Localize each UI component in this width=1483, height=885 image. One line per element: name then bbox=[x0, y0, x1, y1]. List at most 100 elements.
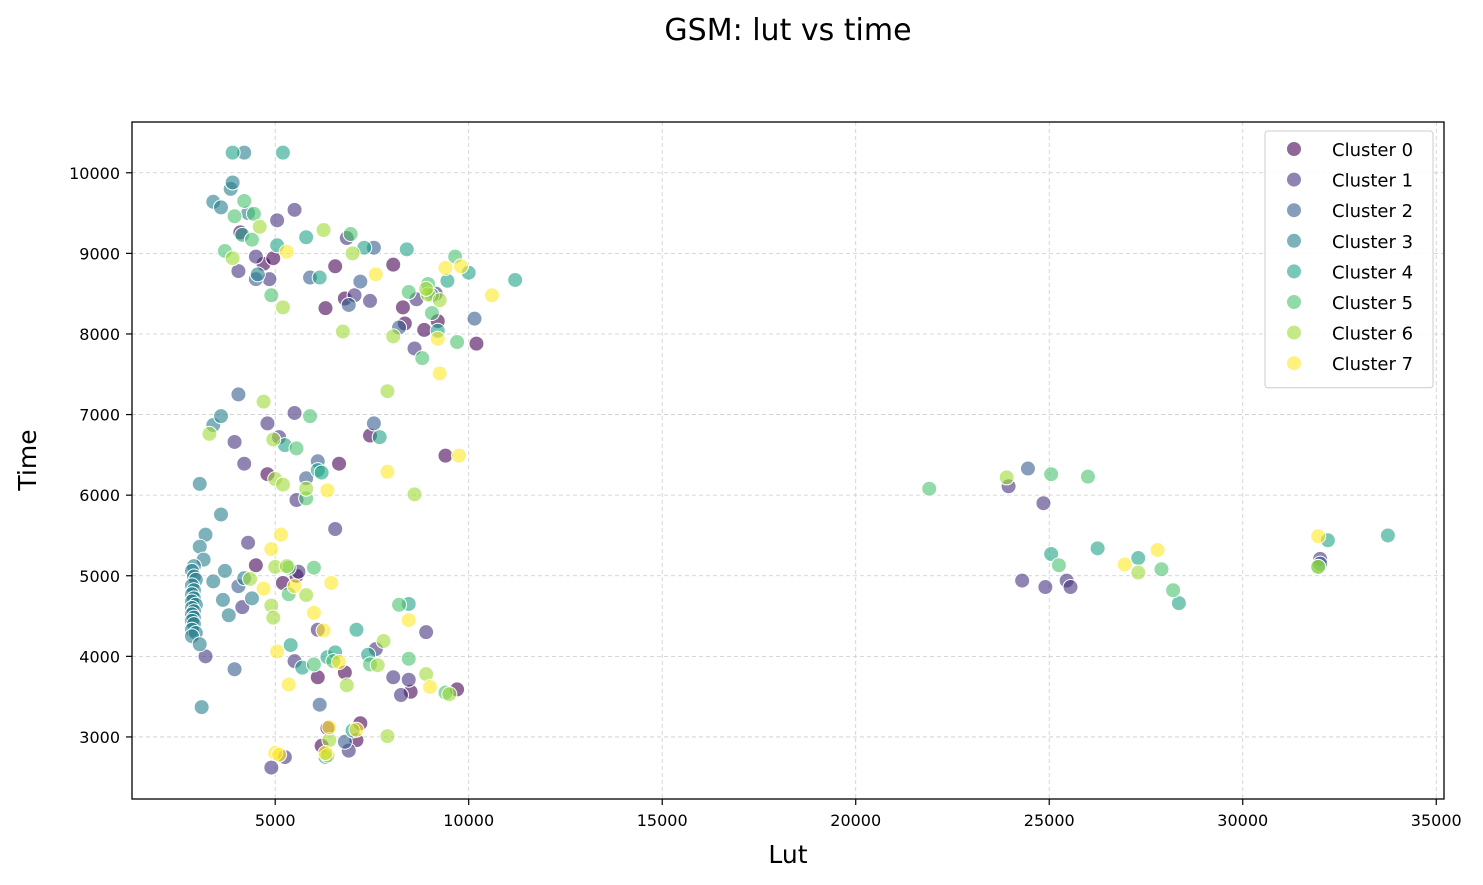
data-point bbox=[193, 699, 210, 716]
data-point bbox=[1062, 579, 1079, 596]
grid-lines bbox=[132, 122, 1444, 799]
data-point bbox=[451, 447, 468, 464]
data-point bbox=[352, 273, 369, 290]
data-point bbox=[429, 330, 446, 347]
data-point bbox=[348, 721, 365, 738]
data-point bbox=[213, 408, 230, 425]
data-point bbox=[1089, 540, 1106, 557]
data-point bbox=[321, 719, 338, 736]
legend-label: Cluster 5 bbox=[1332, 293, 1413, 314]
data-point bbox=[422, 678, 439, 695]
data-point bbox=[1043, 545, 1060, 562]
y-tick-label: 7000 bbox=[79, 406, 120, 425]
legend-label: Cluster 1 bbox=[1332, 171, 1413, 192]
chart-title: GSM: lut vs time bbox=[664, 13, 911, 48]
x-tick-label: 10000 bbox=[443, 811, 494, 830]
data-point bbox=[385, 328, 402, 345]
data-point bbox=[367, 266, 384, 283]
data-point bbox=[286, 404, 303, 421]
data-point bbox=[274, 299, 291, 316]
data-point bbox=[230, 386, 247, 403]
legend-label: Cluster 4 bbox=[1332, 262, 1413, 283]
data-point bbox=[265, 609, 282, 626]
data-point bbox=[274, 144, 291, 161]
data-point bbox=[375, 633, 392, 650]
y-tick-label: 6000 bbox=[79, 486, 120, 505]
data-point bbox=[265, 431, 282, 448]
data-point bbox=[226, 433, 243, 450]
data-point bbox=[371, 429, 388, 446]
data-point bbox=[348, 621, 365, 638]
data-point bbox=[394, 299, 411, 316]
data-point bbox=[286, 578, 303, 595]
data-point bbox=[247, 248, 264, 265]
x-tick-label: 30000 bbox=[1217, 811, 1268, 830]
data-point bbox=[449, 334, 466, 351]
data-point bbox=[201, 425, 218, 442]
data-point bbox=[273, 526, 290, 543]
data-point bbox=[280, 676, 297, 693]
data-point bbox=[271, 746, 288, 763]
data-point bbox=[214, 591, 231, 608]
data-point bbox=[418, 624, 435, 641]
data-point bbox=[236, 192, 253, 209]
data-point bbox=[224, 174, 241, 191]
data-point bbox=[416, 321, 433, 338]
data-point bbox=[921, 480, 938, 497]
legend-label: Cluster 2 bbox=[1332, 201, 1413, 222]
data-point bbox=[391, 596, 408, 613]
data-point bbox=[282, 637, 299, 654]
data-point bbox=[226, 208, 243, 225]
data-point bbox=[1116, 556, 1133, 573]
x-tick-label: 15000 bbox=[637, 811, 688, 830]
y-tick-label: 3000 bbox=[79, 728, 120, 747]
legend-box bbox=[1264, 130, 1434, 389]
data-point bbox=[313, 464, 330, 481]
data-point bbox=[1079, 468, 1096, 485]
data-point bbox=[323, 575, 340, 592]
data-point bbox=[286, 201, 303, 218]
data-point bbox=[317, 745, 334, 762]
data-point bbox=[255, 580, 272, 597]
data-point bbox=[385, 256, 402, 273]
data-point bbox=[298, 587, 315, 604]
data-point bbox=[379, 383, 396, 400]
data-point bbox=[1149, 541, 1166, 558]
x-axis-label: Lut bbox=[768, 840, 807, 869]
legend-marker bbox=[1286, 141, 1302, 157]
legend-marker bbox=[1286, 324, 1302, 341]
data-point bbox=[334, 323, 351, 340]
series-cluster-3 bbox=[183, 144, 266, 716]
data-point bbox=[1037, 579, 1054, 596]
data-point bbox=[431, 292, 448, 309]
data-point bbox=[437, 447, 454, 464]
data-point bbox=[278, 558, 295, 575]
series-cluster-7 bbox=[255, 243, 1327, 763]
data-point bbox=[1310, 528, 1327, 545]
legend-marker bbox=[1286, 355, 1302, 372]
y-axis-label: Time bbox=[13, 429, 42, 491]
data-point bbox=[251, 218, 268, 235]
data-point bbox=[191, 636, 208, 653]
data-point bbox=[243, 590, 260, 607]
data-point bbox=[431, 365, 448, 382]
x-tick-label: 35000 bbox=[1411, 811, 1462, 830]
data-point bbox=[259, 415, 276, 432]
data-point bbox=[466, 310, 483, 327]
legend-label: Cluster 7 bbox=[1332, 354, 1413, 375]
series-cluster-5 bbox=[216, 192, 1327, 701]
data-point bbox=[400, 612, 417, 629]
data-point bbox=[224, 250, 241, 267]
data-point bbox=[263, 759, 280, 776]
data-point bbox=[379, 728, 396, 745]
data-point bbox=[437, 259, 454, 276]
y-tick-label: 4000 bbox=[79, 647, 120, 666]
data-point bbox=[255, 393, 272, 410]
data-point bbox=[216, 562, 233, 579]
data-point bbox=[400, 650, 417, 667]
legend-marker bbox=[1286, 171, 1302, 188]
data-point bbox=[392, 687, 409, 704]
data-point bbox=[385, 669, 402, 686]
data-point bbox=[362, 292, 379, 309]
series-cluster-1 bbox=[197, 201, 1329, 776]
